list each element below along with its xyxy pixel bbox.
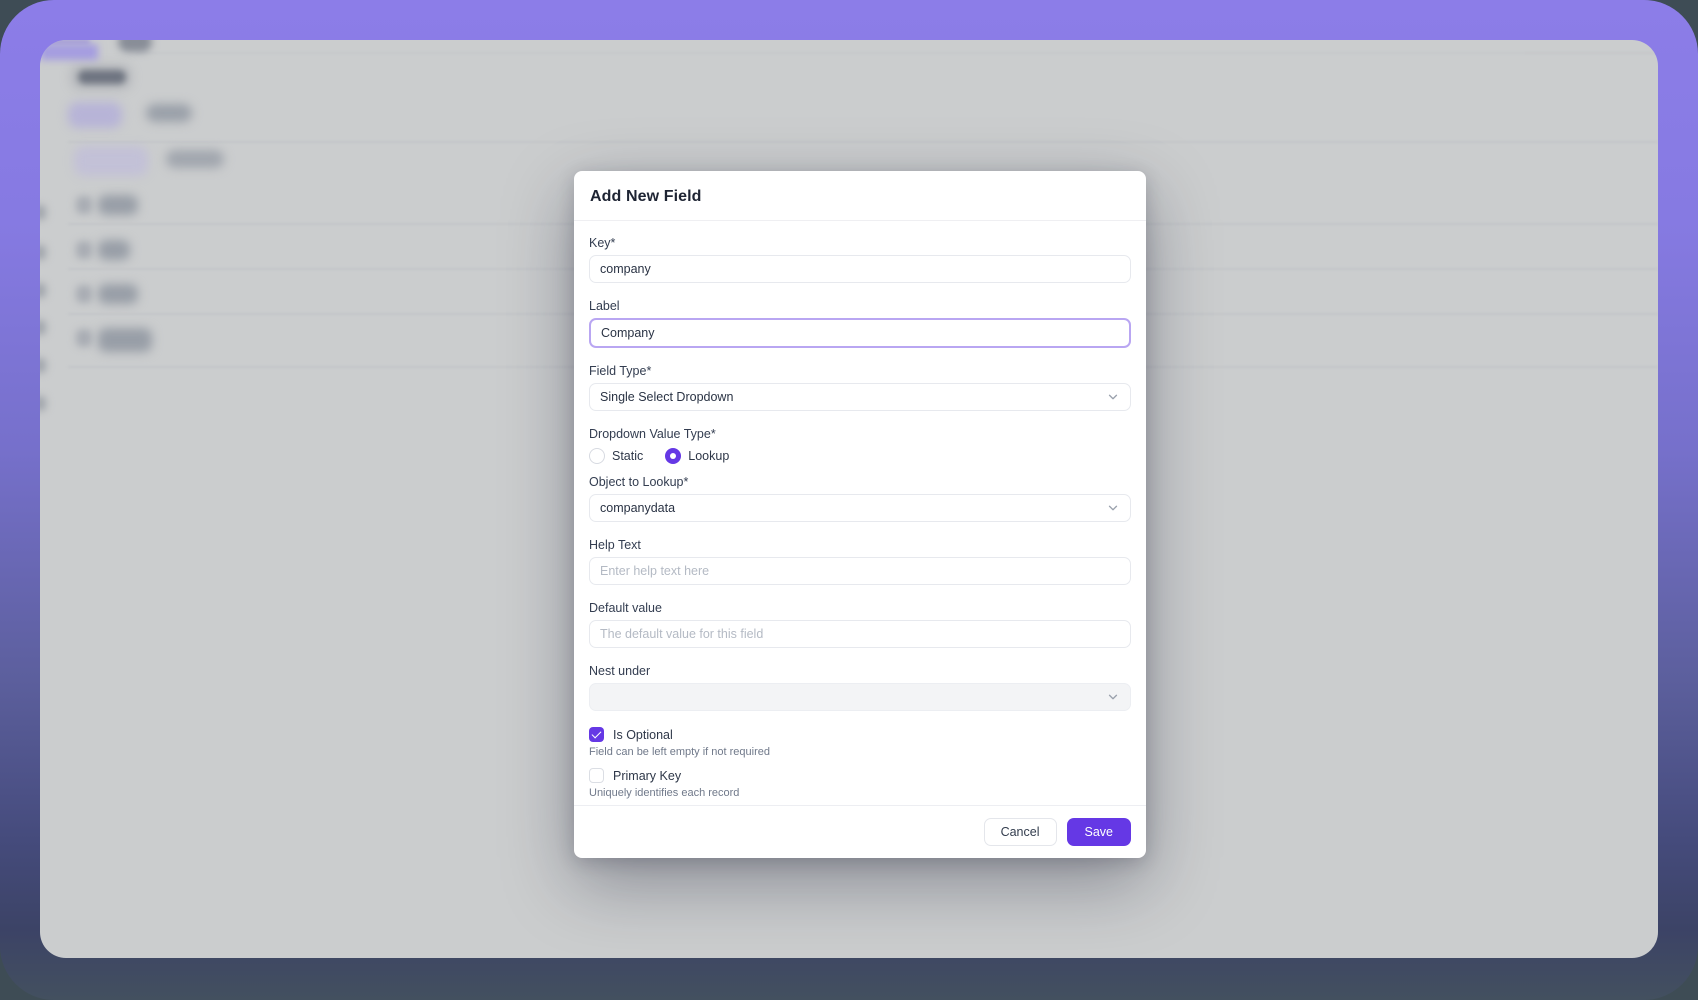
object-to-lookup-group: Object to Lookup* companydata xyxy=(589,475,1131,522)
radio-lookup-label: Lookup xyxy=(688,448,730,463)
label-input[interactable] xyxy=(589,318,1131,348)
nest-under-select[interactable] xyxy=(589,683,1131,711)
radio-selected-icon[interactable] xyxy=(665,447,682,464)
blurred-active-tab xyxy=(68,102,122,128)
blurred-row-text xyxy=(98,240,130,260)
add-new-field-modal: Add New Field Key* Label Field Type* Sin… xyxy=(574,171,1146,858)
blurred-divider xyxy=(68,141,1658,143)
primary-key-group: Primary Key Uniquely identifies each rec… xyxy=(589,768,1131,799)
field-type-group: Field Type* Single Select Dropdown xyxy=(589,364,1131,411)
field-type-label: Field Type* xyxy=(589,364,652,378)
blurred-edge-blob xyxy=(40,320,46,335)
default-value-input[interactable] xyxy=(589,620,1131,648)
nest-under-group: Nest under xyxy=(589,664,1131,711)
field-type-select[interactable]: Single Select Dropdown xyxy=(589,383,1131,411)
blurred-divider xyxy=(136,52,1658,54)
modal-header: Add New Field xyxy=(574,171,1146,221)
nest-under-label: Nest under xyxy=(589,664,651,678)
key-input[interactable] xyxy=(589,255,1131,283)
help-text-group: Help Text xyxy=(589,538,1131,585)
is-optional-checkbox-row[interactable]: Is Optional xyxy=(589,727,1131,742)
chevron-down-icon xyxy=(1106,501,1120,515)
is-optional-label: Is Optional xyxy=(613,727,673,742)
blurred-logo-blob xyxy=(118,40,152,52)
blurred-edge-blob xyxy=(40,358,46,373)
chevron-down-icon xyxy=(1106,390,1120,404)
default-value-label: Default value xyxy=(589,601,662,615)
checkbox-checked-icon[interactable] xyxy=(589,727,604,742)
blurred-row-icon xyxy=(76,285,92,303)
radio-static-label: Static xyxy=(612,448,644,463)
help-text-input[interactable] xyxy=(589,557,1131,585)
primary-key-label: Primary Key xyxy=(613,768,682,783)
modal-title: Add New Field xyxy=(590,188,702,205)
modal-body: Key* Label Field Type* Single Select Dro… xyxy=(574,221,1146,799)
blurred-row-icon xyxy=(76,241,92,259)
checkbox-unchecked-icon[interactable] xyxy=(589,768,604,783)
radio-option-lookup[interactable]: Lookup xyxy=(665,447,730,464)
blurred-row-text xyxy=(98,195,138,215)
blurred-inactive-tab xyxy=(146,104,192,122)
cancel-button[interactable]: Cancel xyxy=(983,818,1057,846)
key-label: Key* xyxy=(589,236,616,250)
radio-unselected-icon[interactable] xyxy=(589,447,605,464)
object-to-lookup-select[interactable]: companydata xyxy=(589,494,1131,522)
blurred-active-tab-underline xyxy=(40,40,90,44)
blurred-edge-blob xyxy=(40,396,46,411)
blurred-row-icon xyxy=(76,329,92,347)
help-text-label: Help Text xyxy=(589,538,641,552)
save-button[interactable]: Save xyxy=(1066,818,1131,846)
blurred-row-text xyxy=(98,284,138,304)
is-optional-help-text: Field can be left empty if not required xyxy=(589,746,770,758)
primary-key-checkbox-row[interactable]: Primary Key xyxy=(589,768,1131,783)
blurred-row-icon xyxy=(76,196,92,214)
is-optional-group: Is Optional Field can be left empty if n… xyxy=(589,727,1131,758)
object-to-lookup-label: Object to Lookup* xyxy=(589,475,689,489)
blurred-add-button-text xyxy=(40,44,98,60)
label-field-group: Label xyxy=(589,299,1131,348)
blurred-edge-blob xyxy=(40,245,46,260)
blurred-edge-blob xyxy=(40,205,46,220)
primary-key-help-text: Uniquely identifies each record xyxy=(589,787,740,799)
blurred-edge-blob xyxy=(40,283,46,298)
blurred-row-text xyxy=(98,328,152,352)
field-type-selected-value: Single Select Dropdown xyxy=(600,390,734,404)
chevron-down-icon xyxy=(1106,690,1120,704)
label-label: Label xyxy=(589,299,620,313)
modal-footer: Cancel Save xyxy=(574,805,1146,858)
dropdown-value-type-group: Dropdown Value Type* Static Lookup xyxy=(589,427,1131,465)
key-field-group: Key* xyxy=(589,236,1131,283)
blurred-page-title-text xyxy=(78,70,126,84)
blurred-add-button xyxy=(74,146,148,176)
blurred-secondary-button xyxy=(166,150,224,168)
radio-option-static[interactable]: Static xyxy=(589,447,644,464)
object-to-lookup-selected-value: companydata xyxy=(600,501,676,515)
dropdown-value-type-label: Dropdown Value Type* xyxy=(589,427,716,441)
dropdown-value-type-options: Static Lookup xyxy=(589,446,1131,465)
default-value-group: Default value xyxy=(589,601,1131,648)
